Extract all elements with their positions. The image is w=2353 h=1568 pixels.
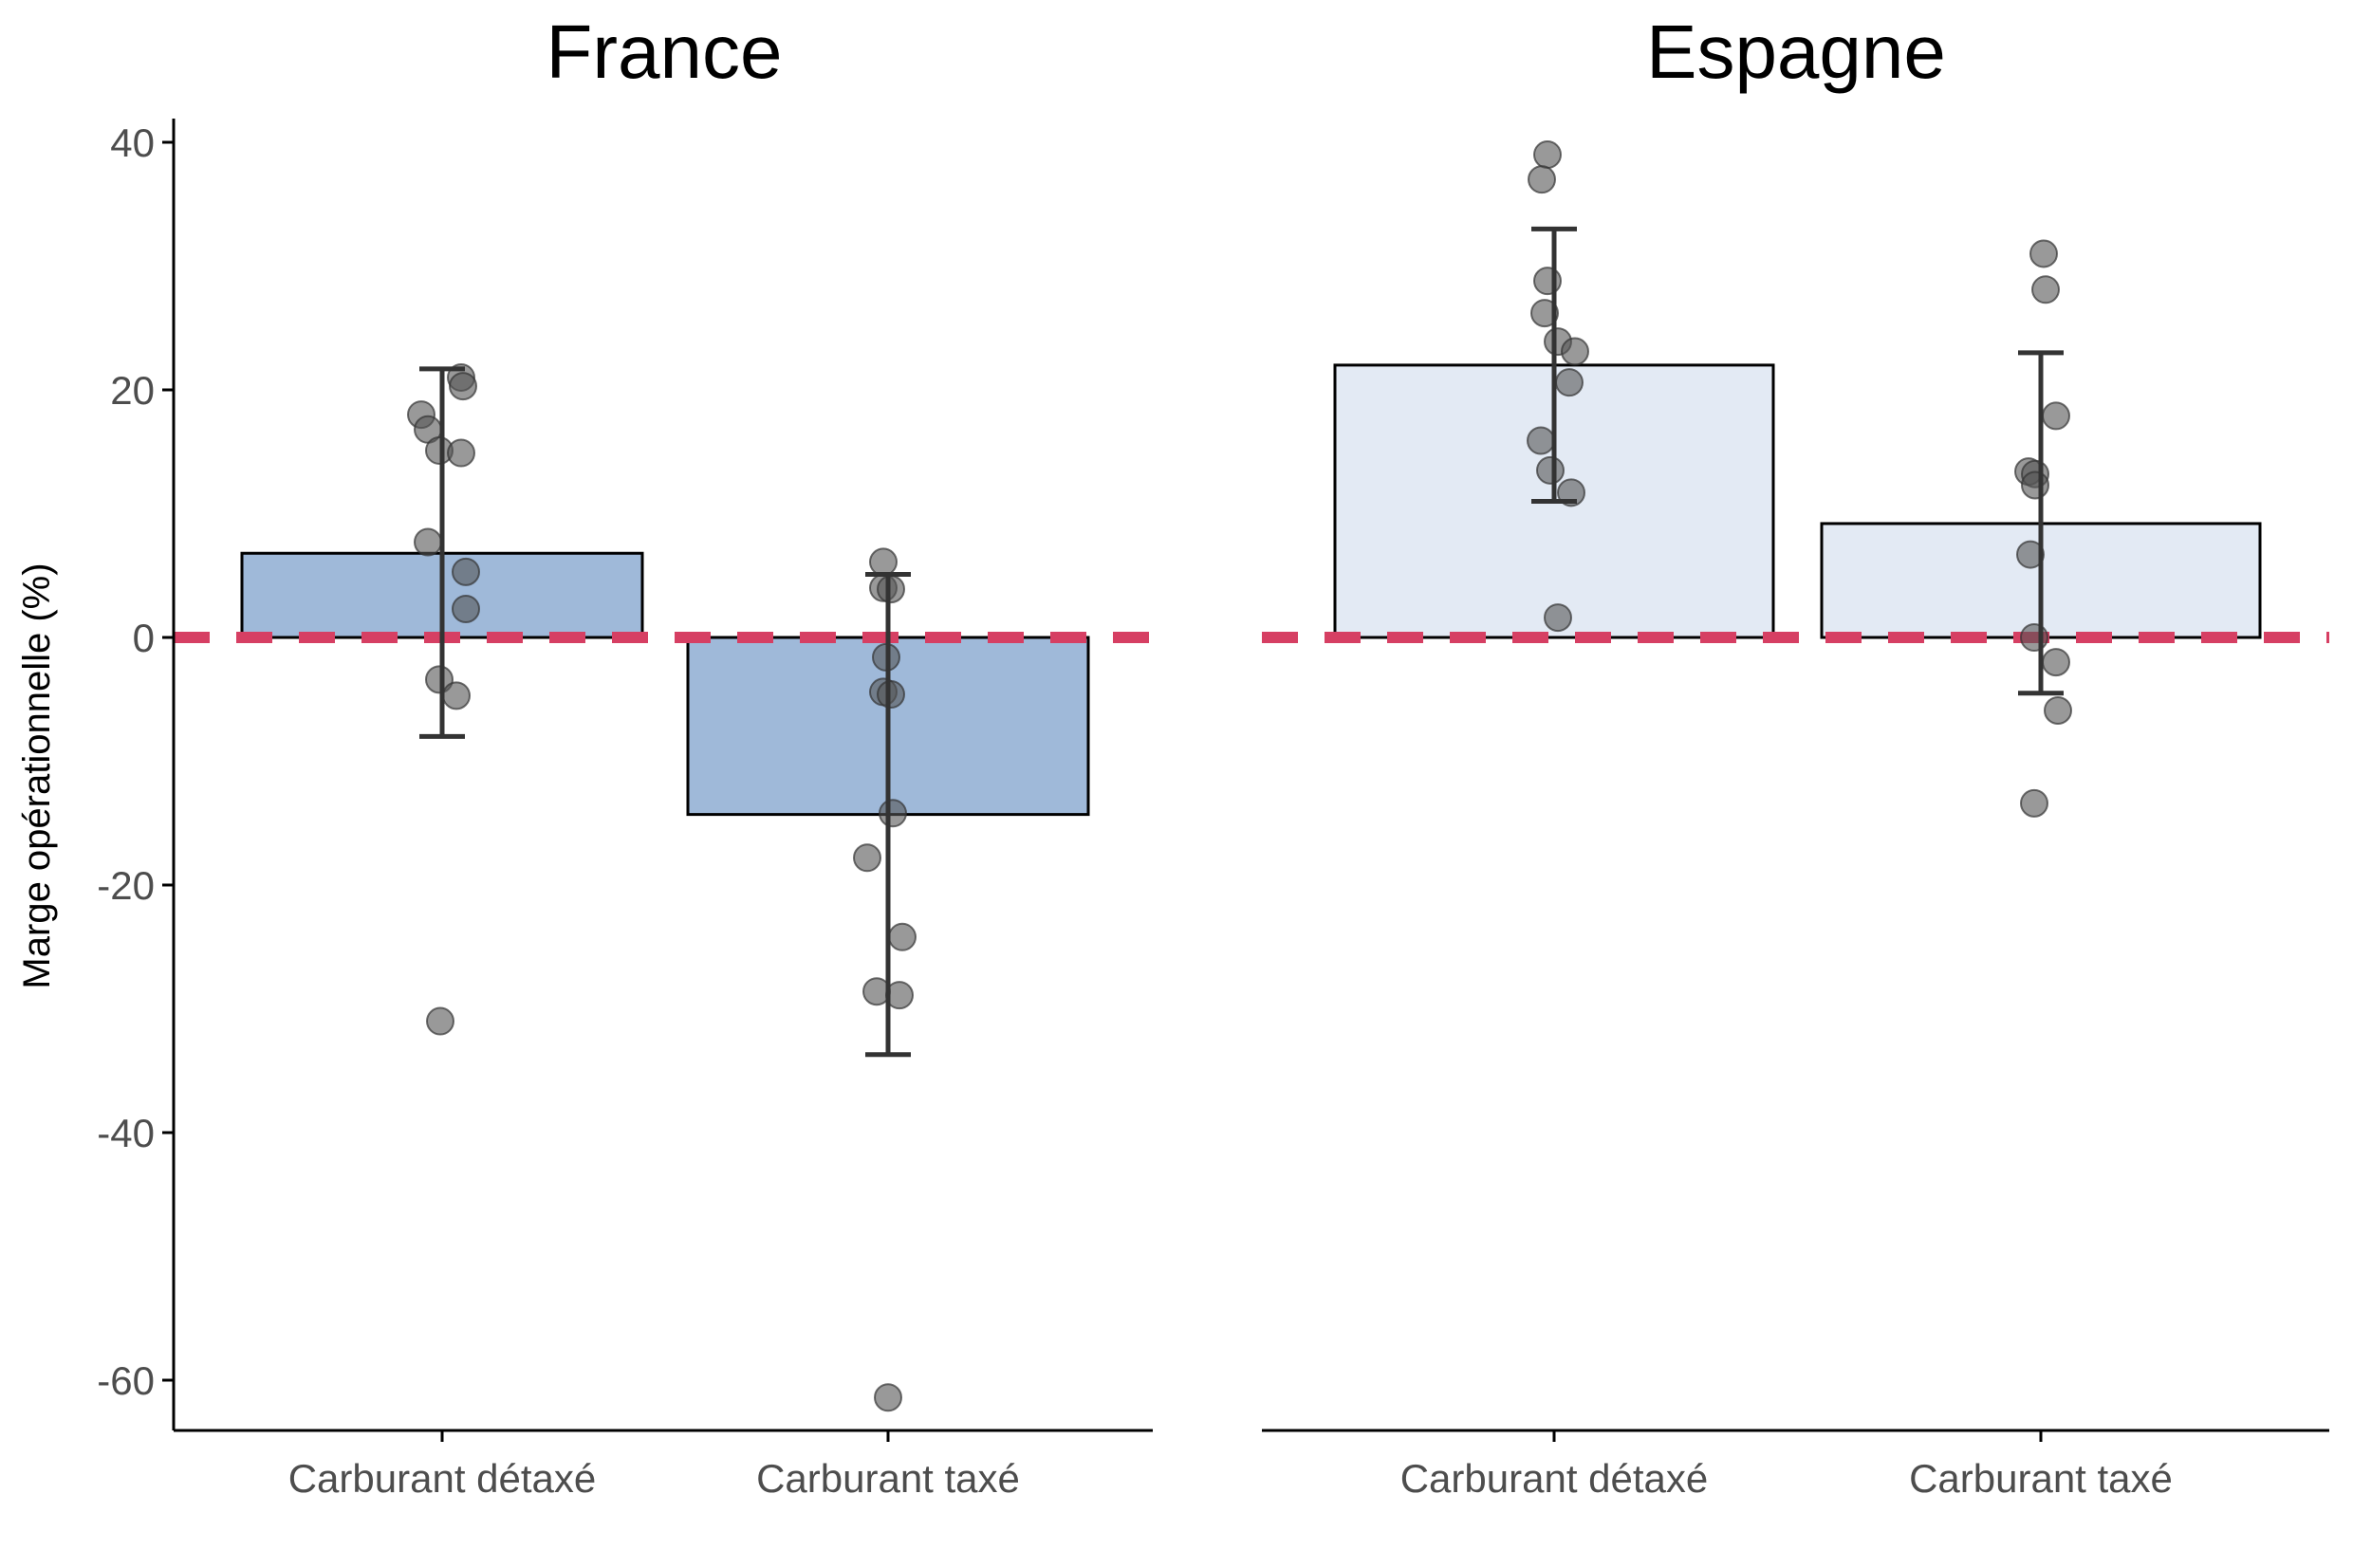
data-point (1561, 337, 1589, 366)
y-tick-label: 0 (133, 616, 155, 660)
data-point (1536, 455, 1565, 485)
panel-title-france: France (547, 9, 783, 94)
data-point (1555, 368, 1584, 397)
y-axis-title: Marge opérationnelle (%) (16, 563, 58, 988)
data-point (2021, 470, 2049, 500)
data-point (1530, 299, 1559, 328)
data-point (874, 1383, 902, 1412)
x-tick-label: Carburant détaxé (1400, 1456, 1709, 1501)
data-point (442, 681, 471, 710)
data-point (877, 575, 905, 604)
data-point (1528, 165, 1556, 194)
y-tick-label: -60 (97, 1358, 155, 1403)
panel-france: France Carburant détaxé Carburant taxé (174, 9, 1153, 1501)
data-point (2042, 648, 2070, 677)
y-tick-label: -20 (97, 863, 155, 908)
data-point (2042, 401, 2070, 431)
data-point (888, 922, 917, 951)
data-point (2044, 695, 2072, 725)
y-tick-label: 20 (110, 368, 155, 413)
data-point (877, 680, 905, 710)
data-point (426, 1006, 454, 1036)
data-point (1533, 267, 1562, 296)
data-point (452, 594, 480, 623)
y-axis: Marge opérationnelle (%) 40 20 0 -20 -40 -60 (16, 119, 176, 1430)
data-point (2020, 788, 2048, 818)
panel-title-espagne: Espagne (1646, 9, 1946, 94)
data-point (1533, 140, 1562, 170)
panel-espagne: Espagne Carburant détaxé Carburant taxé (1262, 9, 2329, 1501)
data-point (447, 438, 475, 468)
x-tick-label: Carburant détaxé (288, 1456, 597, 1501)
data-point (879, 799, 907, 828)
data-point (449, 372, 477, 401)
data-point (869, 547, 898, 577)
data-point (2020, 623, 2048, 652)
data-point (414, 527, 442, 557)
x-tick-label: Carburant taxé (756, 1456, 1020, 1501)
data-point (1544, 603, 1572, 633)
y-tick-label: -40 (97, 1111, 155, 1155)
x-tick-label: Carburant taxé (1909, 1456, 2173, 1501)
data-point (2029, 239, 2058, 268)
data-point (853, 843, 881, 873)
data-point (452, 557, 480, 586)
y-tick-label: 40 (110, 120, 155, 165)
data-point (2016, 540, 2045, 569)
data-point (2031, 275, 2060, 304)
data-point (1527, 426, 1555, 455)
